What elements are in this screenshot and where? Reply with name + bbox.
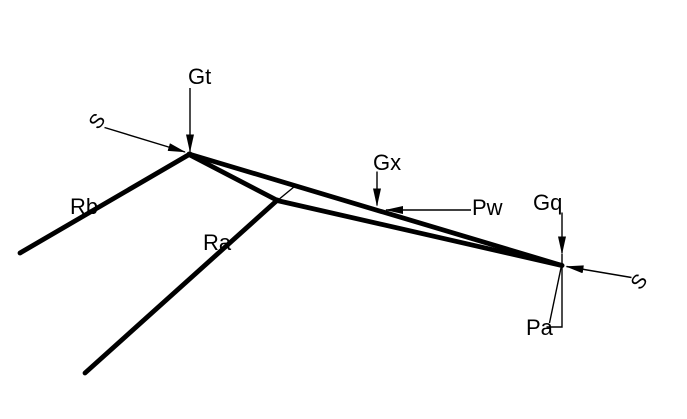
rb-label: Rb <box>70 194 98 219</box>
s-left-arrow <box>104 126 186 153</box>
pa-label: Pa <box>526 315 554 340</box>
member-top-chord <box>186 151 565 268</box>
gt-label: Gt <box>188 64 211 89</box>
ra-label: Ra <box>203 230 232 255</box>
s-right-label: S <box>627 270 653 294</box>
gq-label: Gq <box>533 190 562 215</box>
s-right-arrow <box>565 265 632 279</box>
member-ra <box>82 197 280 376</box>
s-left-label: S <box>85 109 111 133</box>
pw-label: Pw <box>472 195 503 220</box>
ra-extension-line <box>277 185 295 202</box>
pa-bracket-line <box>546 254 563 328</box>
member-rb <box>17 151 193 256</box>
pa-diagonal-line <box>548 265 563 324</box>
gx-label: Gx <box>373 150 401 175</box>
member-bottom-chord <box>274 198 565 268</box>
member-strut <box>186 152 280 203</box>
